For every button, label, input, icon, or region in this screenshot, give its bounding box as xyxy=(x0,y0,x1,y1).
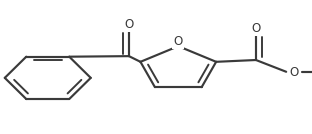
Text: O: O xyxy=(124,18,134,31)
Text: O: O xyxy=(251,22,261,35)
Text: O: O xyxy=(174,35,183,48)
Text: O: O xyxy=(290,66,299,79)
